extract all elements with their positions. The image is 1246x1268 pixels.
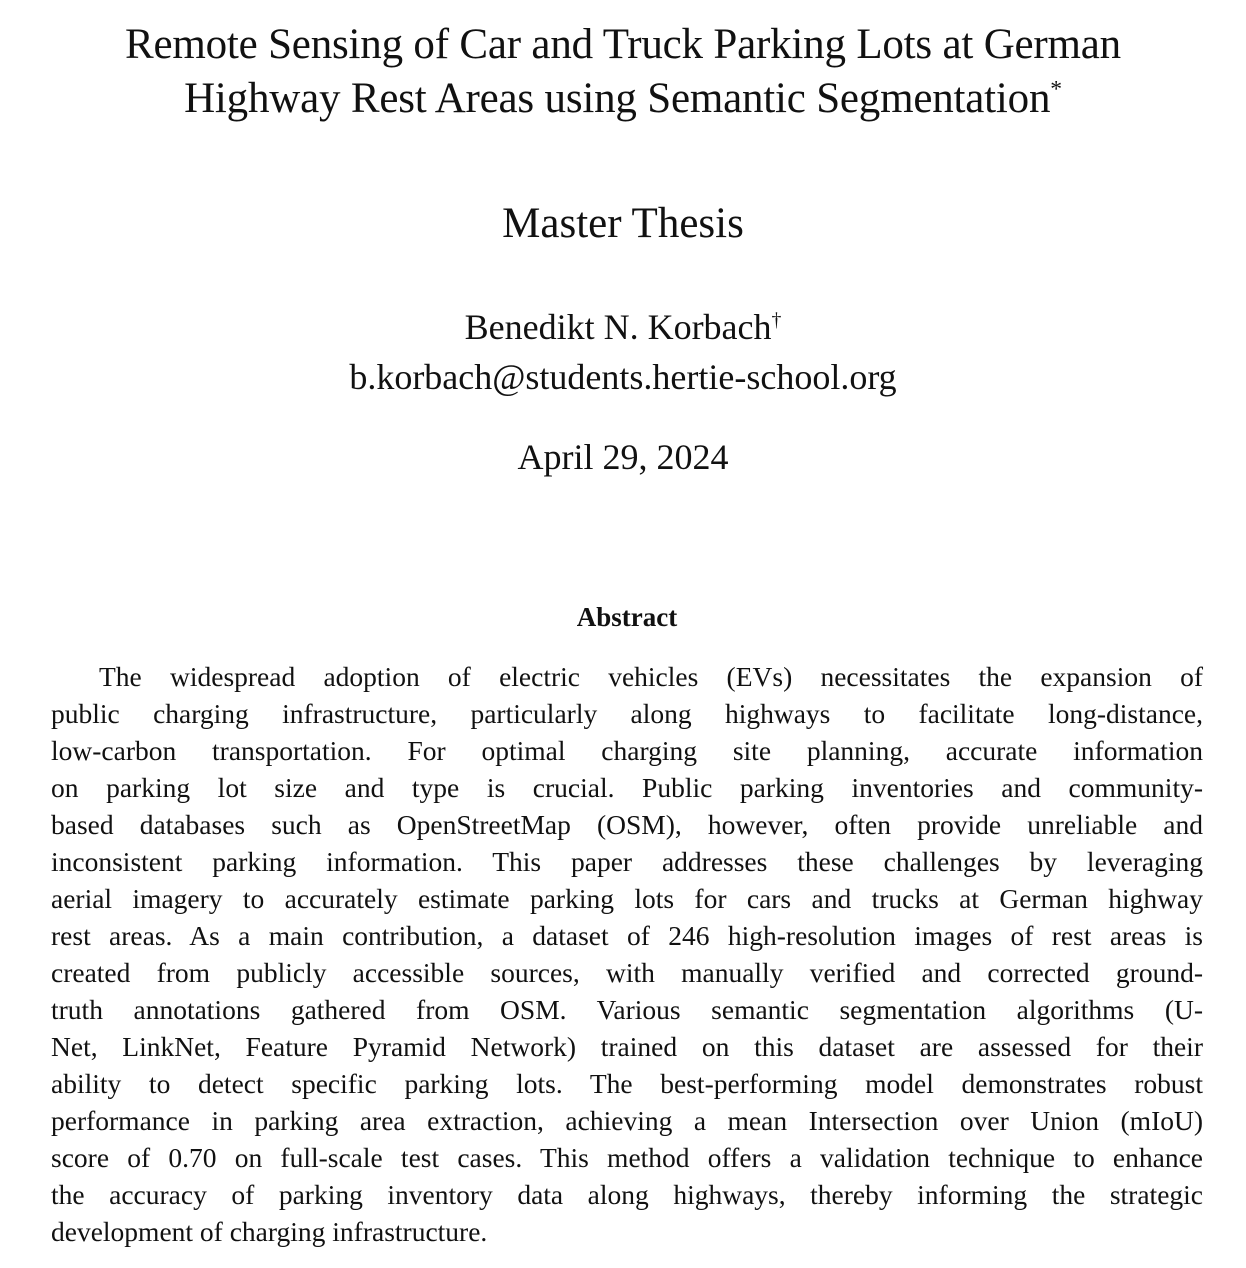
author-footnote-mark: † [771,309,782,331]
paper-date: April 29, 2024 [517,437,729,477]
author-name: Benedikt N. Korbach† [0,302,1246,352]
abstract-line: development of charging infrastructure. [51,1216,488,1247]
paper-subtitle: Master Thesis [502,200,744,247]
abstract-line: created from publicly accessible sources… [51,957,1203,988]
title-line-2-text: Highway Rest Areas using Semantic Segmen… [184,75,1051,122]
abstract-line: Net, LinkNet, Feature Pyramid Network) t… [51,1031,1203,1062]
abstract-line: aerial imagery to accurately estimate pa… [51,883,1203,914]
abstract-line: ability to detect specific parking lots.… [51,1068,1203,1099]
abstract-body: The widespread adoption of electric vehi… [51,658,1203,1250]
author-block: Benedikt N. Korbach† b.korbach@students.… [0,302,1246,402]
title-footnote-mark: * [1050,76,1062,103]
abstract-line: based databases such as OpenStreetMap (O… [51,809,1203,840]
title-line-1: Remote Sensing of Car and Truck Parking … [125,21,1121,68]
abstract-line: performance in parking area extraction, … [51,1105,1203,1136]
abstract-line: public charging infrastructure, particul… [51,698,1203,729]
author-name-text: Benedikt N. Korbach [464,307,772,347]
abstract-line: inconsistent parking information. This p… [51,846,1203,877]
abstract-line: rest areas. As a main contribution, a da… [51,920,1203,951]
abstract-line: The widespread adoption of electric vehi… [99,661,1203,692]
abstract-line: low-carbon transportation. For optimal c… [51,735,1203,766]
abstract-line: score of 0.70 on full-scale test cases. … [51,1142,1203,1173]
author-email: b.korbach@students.hertie-school.org [349,357,897,397]
abstract-line: the accuracy of parking inventory data a… [51,1179,1203,1210]
abstract-line: on parking lot size and type is crucial.… [51,772,1203,803]
abstract-heading: Abstract [576,602,678,632]
title-line-2: Highway Rest Areas using Semantic Segmen… [0,72,1246,126]
paper-title: Remote Sensing of Car and Truck Parking … [0,18,1246,126]
abstract-line: truth annotations gathered from OSM. Var… [51,994,1203,1025]
